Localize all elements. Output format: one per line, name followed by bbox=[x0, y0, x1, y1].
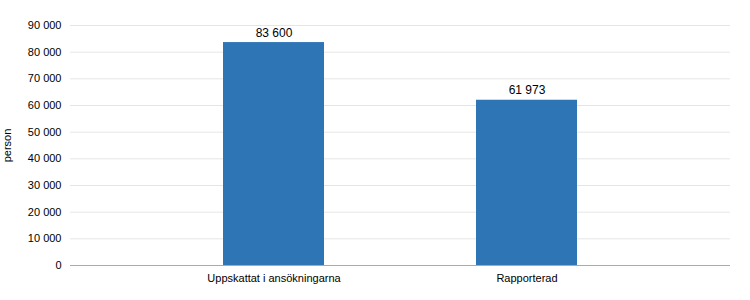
svg-text:0: 0 bbox=[55, 259, 61, 271]
svg-text:70 000: 70 000 bbox=[28, 72, 62, 84]
svg-text:40 000: 40 000 bbox=[28, 152, 62, 164]
svg-text:80 000: 80 000 bbox=[28, 46, 62, 58]
svg-text:60 000: 60 000 bbox=[28, 99, 62, 111]
svg-text:Uppskattat i ansökningarna: Uppskattat i ansökningarna bbox=[207, 272, 341, 284]
svg-text:20 000: 20 000 bbox=[28, 206, 62, 218]
svg-text:61 973: 61 973 bbox=[509, 83, 546, 97]
svg-text:50 000: 50 000 bbox=[28, 126, 62, 138]
svg-text:person: person bbox=[1, 129, 13, 163]
svg-text:83 600: 83 600 bbox=[256, 26, 293, 40]
svg-text:30 000: 30 000 bbox=[28, 179, 62, 191]
svg-text:Rapporterad: Rapporterad bbox=[496, 272, 557, 284]
svg-text:10 000: 10 000 bbox=[28, 232, 62, 244]
svg-text:90 000: 90 000 bbox=[28, 19, 62, 31]
